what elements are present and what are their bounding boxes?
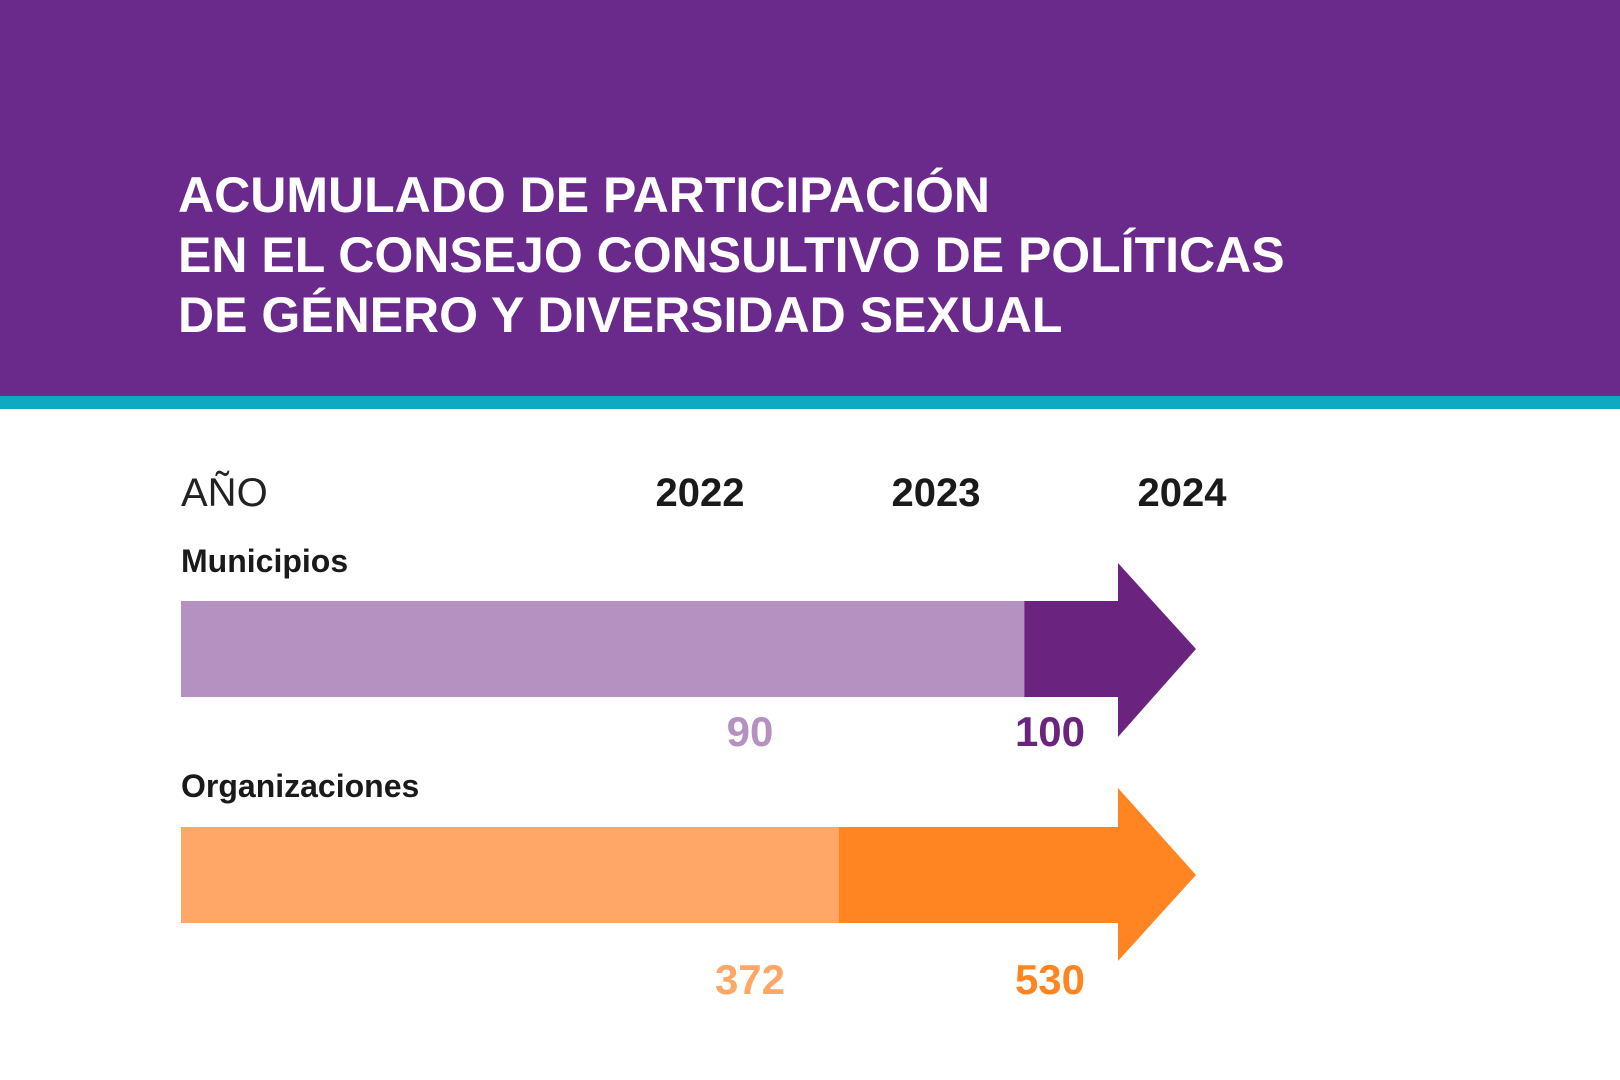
header-band	[0, 0, 1620, 396]
arrow-segment	[1024, 563, 1196, 737]
title-line: DE GÉNERO Y DIVERSIDAD SEXUAL	[178, 287, 1062, 343]
value-label: 530	[1015, 956, 1085, 1003]
year-label: 2023	[892, 471, 981, 515]
series-label: Organizaciones	[181, 768, 419, 804]
axis-label: AÑO	[181, 470, 268, 515]
value-label: 372	[715, 956, 785, 1003]
title-line: EN EL CONSEJO CONSULTIVO DE POLÍTICAS	[178, 227, 1285, 283]
value-label: 90	[727, 708, 774, 755]
bar-segment	[181, 601, 1025, 697]
year-label: 2022	[656, 471, 745, 515]
bar-segment	[181, 827, 839, 923]
title-line: ACUMULADO DE PARTICIPACIÓN	[178, 167, 990, 223]
year-label: 2024	[1138, 471, 1228, 515]
series-label: Municipios	[181, 543, 348, 579]
value-label: 100	[1015, 708, 1085, 755]
arrow-segment	[838, 788, 1196, 961]
header-stripe	[0, 396, 1620, 409]
